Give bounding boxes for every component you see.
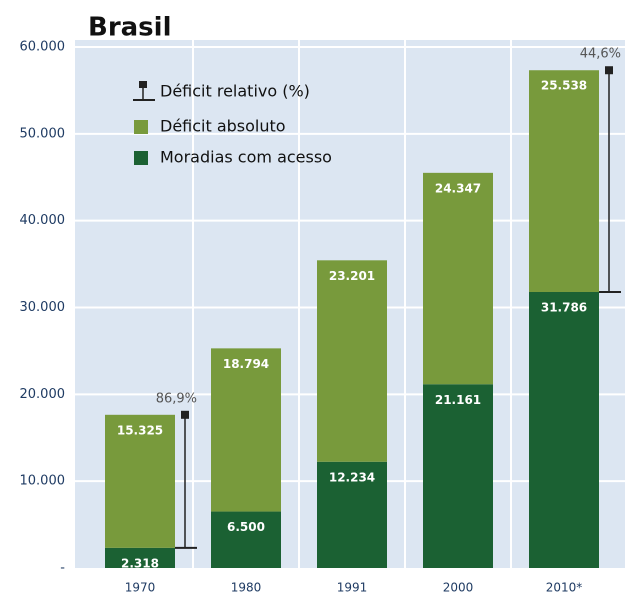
x-tick-label: 2000 bbox=[443, 581, 474, 595]
legend-label: Déficit relativo (%) bbox=[160, 82, 310, 101]
bar-segment bbox=[317, 260, 387, 462]
bar-segment bbox=[529, 70, 599, 292]
bar-segment bbox=[529, 291, 599, 568]
chart-title: Brasil bbox=[88, 13, 171, 43]
value-label: 6.500 bbox=[227, 520, 265, 534]
legend-swatch bbox=[134, 120, 148, 134]
bar-segment bbox=[423, 384, 493, 568]
legend-swatch bbox=[134, 151, 148, 165]
legend-label: Moradias com acesso bbox=[160, 148, 332, 167]
value-label: 12.234 bbox=[329, 470, 375, 484]
legend-icon bbox=[139, 81, 147, 88]
bar-segment bbox=[211, 348, 281, 512]
y-tick-label: 30.000 bbox=[20, 300, 66, 315]
value-label: 2.318 bbox=[121, 556, 159, 570]
bar-segment bbox=[423, 172, 493, 385]
y-tick-label: 20.000 bbox=[20, 387, 66, 402]
bar-segment bbox=[317, 461, 387, 568]
y-tick-label: 50.000 bbox=[20, 126, 66, 141]
value-label: 23.201 bbox=[329, 269, 375, 283]
x-tick-label: 1980 bbox=[231, 581, 262, 595]
x-tick-label: 2010* bbox=[546, 581, 583, 595]
y-tick-label: 40.000 bbox=[20, 213, 66, 228]
bar-segment bbox=[105, 547, 175, 568]
relative-deficit-label: 44,6% bbox=[580, 47, 621, 62]
y-tick-label: 10.000 bbox=[20, 474, 66, 489]
y-tick-label: - bbox=[60, 561, 65, 576]
value-label: 31.786 bbox=[541, 300, 587, 314]
bar-segment bbox=[211, 511, 281, 568]
y-tick-label: 60.000 bbox=[20, 40, 66, 55]
value-label: 24.347 bbox=[435, 181, 481, 195]
x-tick-label: 1970 bbox=[125, 581, 156, 595]
bar-segment bbox=[105, 414, 175, 548]
value-label: 25.538 bbox=[541, 79, 587, 93]
legend-label: Déficit absoluto bbox=[160, 117, 286, 136]
relative-deficit-cap bbox=[605, 66, 613, 75]
relative-deficit-label: 86,9% bbox=[156, 391, 197, 406]
relative-deficit-cap bbox=[181, 410, 189, 419]
value-label: 15.325 bbox=[117, 423, 163, 437]
value-label: 18.794 bbox=[223, 357, 269, 371]
value-label: 21.161 bbox=[435, 393, 481, 407]
x-tick-label: 1991 bbox=[337, 581, 368, 595]
